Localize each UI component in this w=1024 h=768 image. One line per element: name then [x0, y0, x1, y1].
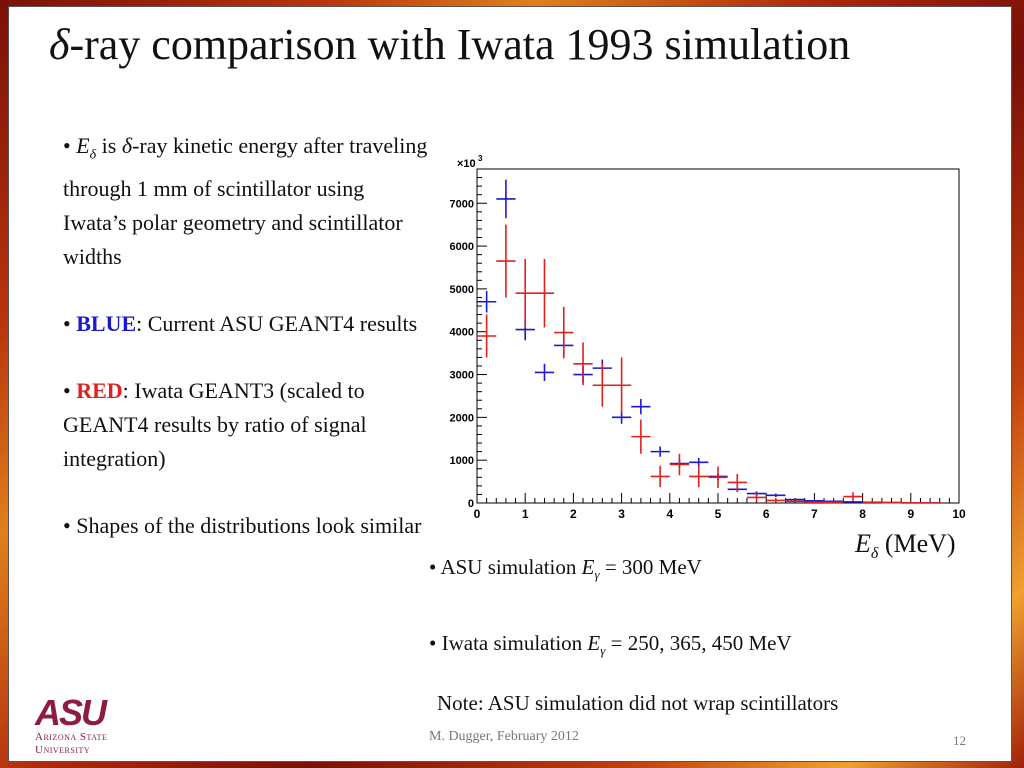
bullet-marker: •	[63, 378, 77, 404]
title-text: -ray comparison with Iwata 1993 simulati…	[69, 20, 851, 69]
y-tick-label: 0	[468, 498, 474, 510]
energy-subscript: δ	[89, 147, 97, 163]
asu-logo-line1: Arizona State	[35, 731, 108, 743]
energy-symbol: E	[581, 555, 595, 579]
left-bullets: • Eδ is δ-ray kinetic energy after trave…	[63, 129, 433, 576]
red-label: RED	[76, 378, 123, 404]
asu-logo-mark: ASU	[35, 692, 107, 733]
delta-symbol: δ	[121, 133, 133, 158]
x-tick-label: 1	[522, 507, 529, 521]
x-tick-label: 10	[952, 507, 966, 521]
simulation-notes: • ASU simulation Eγ = 300 MeV • Iwata si…	[429, 553, 792, 705]
y-tick-label: 1000	[450, 455, 474, 467]
asu-simulation-note: • ASU simulation Eγ = 300 MeV	[429, 553, 792, 589]
y-tick-label: 4000	[450, 327, 474, 339]
gamma-subscript: γ	[600, 643, 606, 659]
note-text: • Iwata simulation	[429, 631, 588, 656]
x-axis-label: Eδ (MeV)	[855, 529, 956, 563]
x-tick-label: 0	[474, 507, 481, 521]
blue-label: BLUE	[76, 311, 137, 337]
energy-symbol: E	[855, 529, 871, 558]
bullet-text: is	[96, 133, 122, 158]
bullet-text: : Current ASU GEANT4 results	[136, 311, 418, 337]
x-tick-label: 4	[666, 507, 673, 521]
x-tick-label: 8	[859, 507, 866, 521]
x-tick-label: 7	[811, 507, 818, 521]
page-number: 12	[953, 733, 966, 748]
y-tick-label: 6000	[450, 241, 474, 253]
footer-author: M. Dugger, February 2012	[429, 729, 579, 744]
x-tick-label: 9	[907, 507, 914, 521]
y-multiplier-exponent: 3	[478, 154, 483, 163]
note-text: • ASU simulation	[429, 555, 582, 579]
bullet-energy-definition: • Eδ is δ-ray kinetic energy after trave…	[63, 129, 433, 274]
unit-text: (MeV)	[878, 529, 956, 558]
bullet-marker: •	[63, 133, 77, 158]
asu-logo: ASU Arizona State University	[35, 695, 145, 761]
y-tick-label: 2000	[450, 412, 474, 424]
bullet-text: : Iwata GEANT3 (scaled to GEANT4 results…	[63, 378, 367, 472]
note-text: = 300 MeV	[599, 555, 702, 579]
gamma-subscript: γ	[594, 567, 600, 583]
histogram-chart: ×10 30 1 2 3 4 5 6 7 8 9 10010002000300040005000600…	[450, 154, 966, 521]
page-title: δ-ray comparison with Iwata 1993 simulat…	[49, 19, 850, 70]
iwata-simulation-note: • Iwata simulation Eγ = 250, 365, 450 Me…	[429, 629, 792, 665]
x-tick-label: 2	[570, 507, 577, 521]
x-tick-label: 3	[618, 507, 625, 521]
y-tick-label: 5000	[450, 284, 474, 296]
asu-logo-line2: University	[35, 744, 91, 756]
plot-frame	[476, 168, 960, 504]
energy-subscript: δ	[870, 545, 879, 563]
y-tick-label: 3000	[450, 370, 474, 382]
bullet-blue-legend: • BLUE: Current ASU GEANT4 results	[63, 307, 433, 341]
energy-symbol: E	[587, 631, 601, 656]
delta-symbol: δ	[49, 20, 70, 69]
bullet-text: -ray kinetic energy after traveling thro…	[63, 133, 428, 270]
energy-symbol: E	[76, 133, 90, 158]
note-text: = 250, 365, 450 MeV	[605, 631, 792, 656]
bullet-marker: •	[63, 311, 77, 337]
wrap-note: Note: ASU simulation did not wrap scinti…	[437, 691, 839, 715]
x-tick-label: 6	[763, 507, 770, 521]
bullet-red-legend: • RED: Iwata GEANT3 (scaled to GEANT4 re…	[63, 374, 433, 476]
bullet-shapes: • Shapes of the distributions look simil…	[63, 513, 422, 539]
slide: δ-ray comparison with Iwata 1993 simulat…	[8, 6, 1012, 762]
x-tick-label: 5	[715, 507, 722, 521]
y-multiplier-label: ×10	[457, 158, 476, 170]
y-tick-label: 7000	[450, 198, 474, 210]
